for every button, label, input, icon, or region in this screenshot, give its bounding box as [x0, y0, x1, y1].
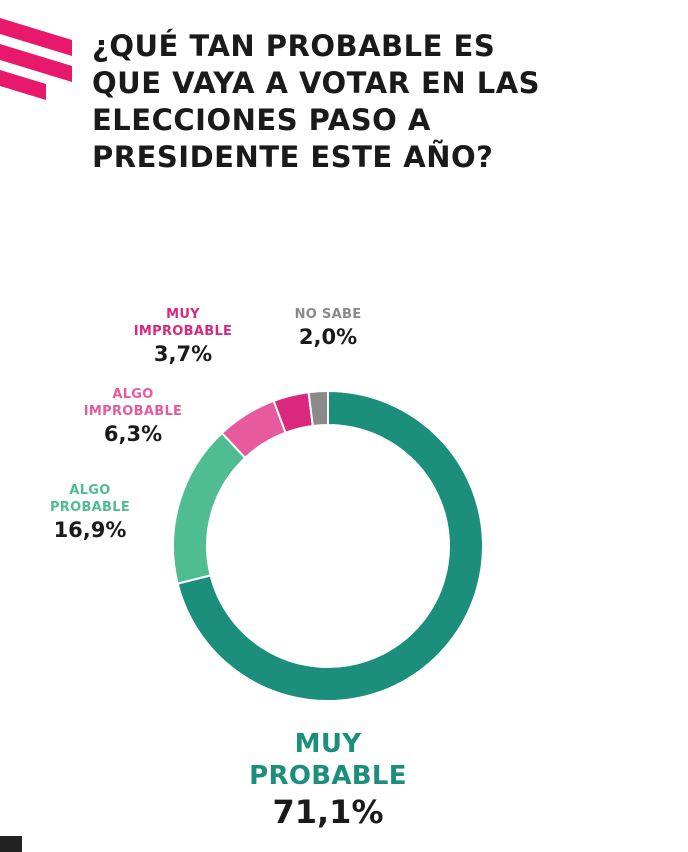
- donut-slice-no-sabe: [307, 389, 329, 428]
- slice-name: PROBABLE: [49, 500, 131, 515]
- slice-value: 71,1%: [272, 793, 384, 831]
- slice-name: ALGO: [69, 483, 111, 498]
- slice-name: NO SABE: [294, 307, 362, 322]
- title-line: QUE VAYA A VOTAR EN LAS: [92, 66, 541, 100]
- label-algo-probable: ALGO PROBABLE 16,9%: [30, 482, 150, 544]
- slice-name: MUY: [294, 729, 362, 759]
- slice-value: 2,0%: [298, 325, 358, 349]
- donut-slice-algo-probable: [172, 431, 247, 585]
- slice-name: MUY: [166, 307, 200, 322]
- label-muy-probable: MUY PROBABLE 71,1%: [218, 728, 438, 832]
- page-title: ¿QUÉ TAN PROBABLE ES QUE VAYA A VOTAR EN…: [92, 28, 612, 176]
- label-algo-improbable: ALGO IMPROBABLE 6,3%: [68, 386, 198, 448]
- slice-value: 6,3%: [103, 422, 163, 446]
- slice-name: ALGO: [112, 387, 154, 402]
- slice-name: IMPROBABLE: [83, 404, 183, 419]
- slice-name: IMPROBABLE: [133, 324, 233, 339]
- brand-logo-icon: [0, 18, 72, 100]
- label-no-sabe: NO SABE 2,0%: [268, 306, 388, 351]
- title-line: ¿QUÉ TAN PROBABLE ES: [92, 29, 496, 63]
- slice-name: PROBABLE: [249, 761, 407, 791]
- title-line: ELECCIONES PASO A: [92, 103, 431, 137]
- slice-value: 16,9%: [53, 518, 127, 542]
- donut-slice-muy-probable: [176, 389, 484, 702]
- corner-mark: [0, 836, 22, 852]
- label-muy-improbable: MUY IMPROBABLE 3,7%: [118, 306, 248, 368]
- slice-value: 3,7%: [153, 342, 213, 366]
- title-line: PRESIDENTE ESTE AÑO?: [92, 140, 494, 174]
